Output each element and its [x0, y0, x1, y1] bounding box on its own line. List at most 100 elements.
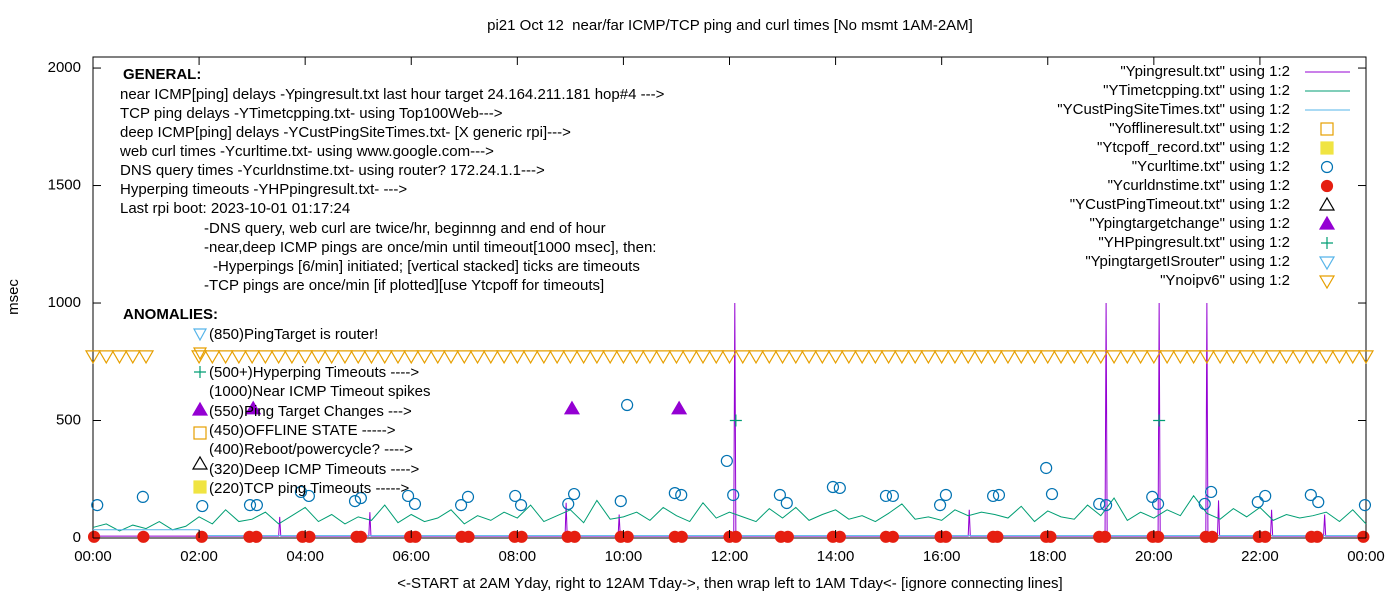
- triangle-down-marker: [1225, 350, 1242, 365]
- triangle-down-marker: [1198, 350, 1215, 365]
- annotation: Hyperping timeouts -YHPpingresult.txt- -…: [120, 181, 407, 198]
- circle-marker: [91, 499, 104, 512]
- triangle-down-marker: [137, 350, 155, 365]
- x-tick-label: 04:00: [286, 548, 324, 565]
- circle-marker: [354, 491, 367, 505]
- legend-label: "Ynoipv6" using 1:2: [1160, 272, 1290, 289]
- triangle-down-marker: [880, 350, 897, 365]
- triangle-down-marker: [389, 350, 407, 365]
- legend-label: "Ypingtargetchange" using 1:2: [1089, 215, 1290, 232]
- triangle-down-marker: [496, 350, 513, 365]
- triangle-down-marker: [323, 350, 340, 365]
- circle-marker: [1358, 499, 1372, 512]
- circle-marker: [720, 454, 733, 468]
- annotation: TCP ping delays -YTimetcpping.txt- using…: [120, 105, 503, 122]
- legend-label: "Ycurldnstime.txt" using 1:2: [1108, 177, 1290, 194]
- circle-marker: [1205, 485, 1218, 499]
- circle-marker: [621, 398, 634, 412]
- circle-marker: [196, 499, 209, 513]
- circle-marker: [1251, 495, 1264, 509]
- triangle-down-marker: [1132, 350, 1149, 365]
- legend-swatch: [1320, 179, 1334, 193]
- y-tick-label: 2000: [48, 59, 81, 76]
- triangle-down-marker: [456, 350, 473, 365]
- triangle-down-marker: [1066, 350, 1083, 365]
- triangle-down-marker: [310, 350, 327, 365]
- circle-marker: [408, 497, 422, 511]
- triangle-down-marker: [588, 350, 605, 365]
- annotation: (550)Ping Target Changes --->: [209, 403, 412, 420]
- annotation: (450)OFFLINE STATE ----->: [209, 422, 396, 439]
- circle-marker: [1206, 530, 1219, 543]
- x-tick-label: 02:00: [180, 548, 218, 565]
- circle-marker: [1044, 530, 1057, 543]
- triangle-down-marker: [615, 350, 632, 365]
- triangle-down-marker: [1119, 350, 1136, 365]
- legend-label: "YCustPingTimeout.txt" using 1:2: [1070, 196, 1290, 213]
- triangle-down-marker: [827, 350, 844, 365]
- triangle-down-marker: [1238, 350, 1255, 365]
- series-line: [92, 494, 1367, 532]
- triangle-down-marker: [602, 350, 619, 365]
- triangle-down-marker: [907, 350, 924, 365]
- legend-swatch: [1320, 160, 1334, 174]
- circle-marker: [250, 499, 263, 512]
- triangle-down-marker: [721, 350, 738, 365]
- circle-marker: [568, 530, 581, 543]
- triangle-marker: [671, 400, 688, 415]
- triangle-down-marker: [204, 350, 221, 365]
- circle-marker: [1151, 497, 1165, 511]
- x-tick-label: 20:00: [1135, 548, 1173, 565]
- triangle-down-marker: [429, 350, 446, 365]
- x-tick-label: 18:00: [1029, 548, 1067, 565]
- triangle-down-marker: [1026, 350, 1043, 365]
- triangle-down-marker: [840, 350, 857, 365]
- legend-label: "YHPpingresult.txt" using 1:2: [1098, 234, 1290, 251]
- triangle-down-marker: [1357, 350, 1375, 365]
- triangle-down-marker: [1278, 350, 1295, 365]
- triangle-down-marker: [535, 350, 552, 365]
- circle-marker: [515, 530, 528, 543]
- circle-marker: [514, 499, 528, 512]
- triangle-down-marker: [933, 350, 950, 365]
- legend-label: "Yofflineresult.txt" using 1:2: [1109, 120, 1290, 137]
- triangle-down-marker: [946, 350, 963, 365]
- triangle-down-marker: [774, 350, 791, 365]
- triangle-down-marker: [1013, 350, 1030, 365]
- triangle-down-marker: [257, 350, 274, 365]
- circle-marker: [939, 530, 953, 543]
- triangle-down-marker: [960, 350, 977, 365]
- legend-swatch: [1318, 196, 1336, 211]
- triangle-down-marker: [1106, 350, 1123, 365]
- triangle-down-marker: [1079, 350, 1096, 365]
- circle-marker: [250, 530, 263, 543]
- circle-marker: [729, 530, 742, 543]
- annotation: Last rpi boot: 2023-10-01 01:17:24: [120, 200, 350, 217]
- triangle-down-marker: [973, 350, 990, 365]
- circle-marker: [1198, 497, 1211, 511]
- triangle-down-marker: [469, 350, 486, 365]
- annotation: (220)TCP ping Timeouts ----->: [209, 480, 409, 497]
- triangle-down-marker: [1318, 350, 1335, 365]
- legend-label: "Ytcpoff_record.txt" using 1:2: [1097, 139, 1290, 156]
- circle-marker: [243, 499, 257, 512]
- triangle-down-marker: [1251, 350, 1268, 365]
- triangle-down-marker: [363, 350, 380, 365]
- circle-marker: [833, 530, 846, 543]
- triangle-down-marker: [575, 350, 592, 365]
- triangle-down-marker: [191, 350, 208, 365]
- legend-label: "YTimetcpping.txt" using 1:2: [1103, 82, 1290, 99]
- triangle-down-marker: [549, 350, 566, 365]
- triangle-down-marker: [814, 350, 831, 365]
- triangle-down-marker: [403, 350, 420, 365]
- plus-marker: [729, 414, 742, 427]
- triangle-down-marker: [376, 350, 393, 365]
- circle-marker: [614, 495, 627, 508]
- circle-marker: [1151, 530, 1165, 543]
- circle-marker: [1312, 495, 1325, 509]
- circle-marker: [781, 530, 794, 543]
- annotation: near ICMP[ping] delays -Ypingresult.txt …: [120, 86, 665, 103]
- circle-marker: [879, 489, 893, 503]
- triangle-down-marker: [416, 350, 433, 365]
